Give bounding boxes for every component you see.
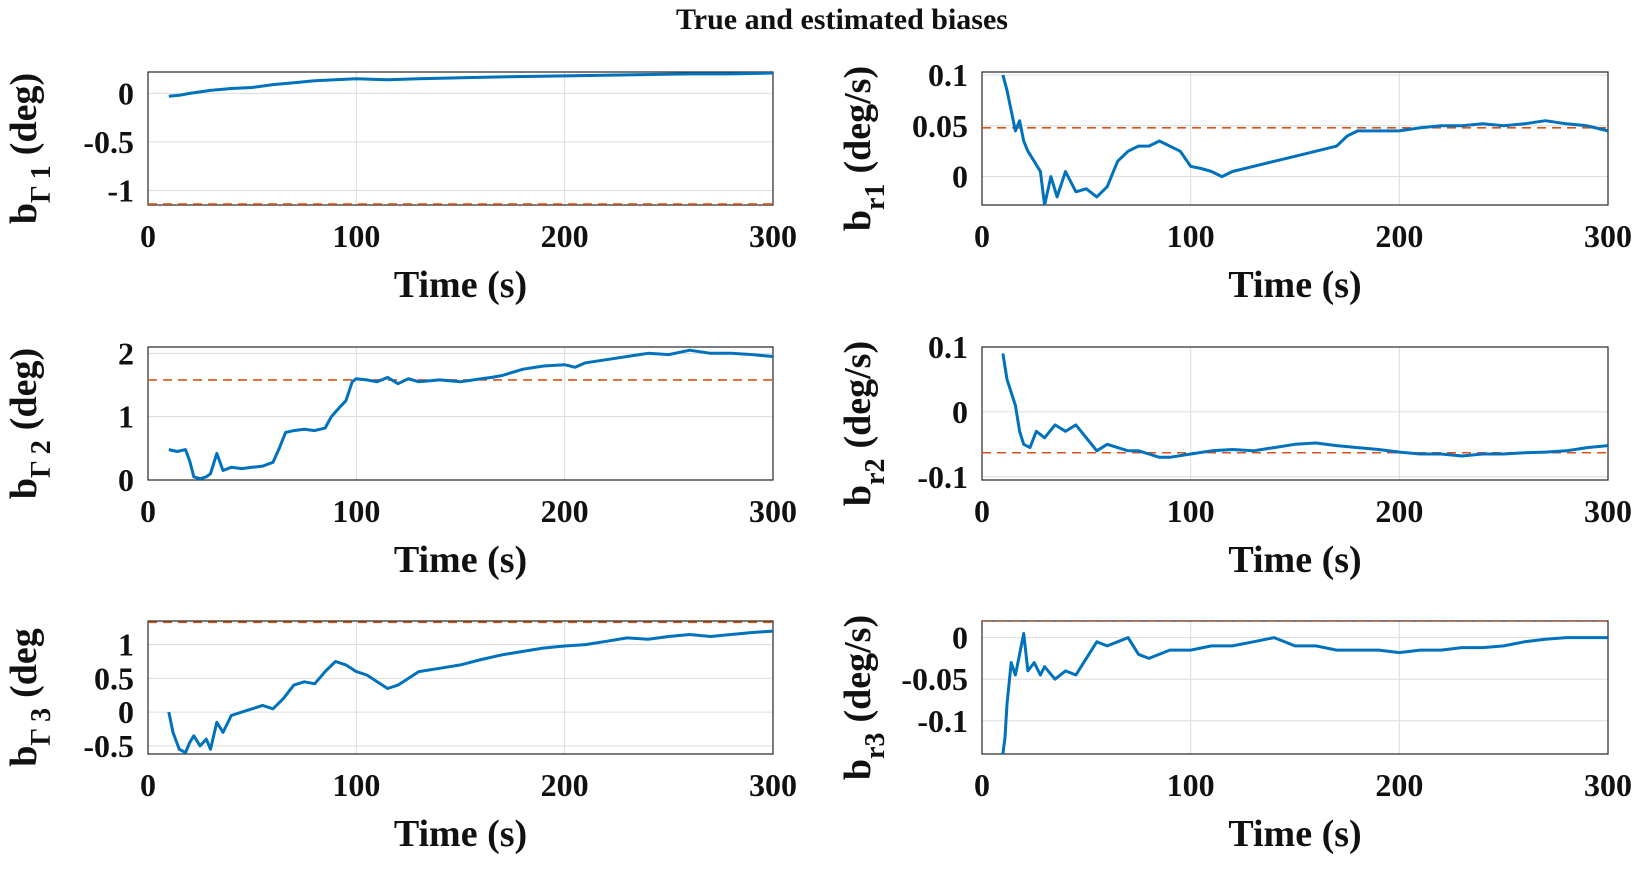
x-tick-label: 200 — [1375, 767, 1423, 803]
x-tick-label: 200 — [1375, 493, 1423, 529]
y-tick-label: 1 — [118, 399, 134, 435]
x-tick-label: 200 — [1375, 218, 1423, 254]
x-tick-label: 100 — [1167, 767, 1215, 803]
subplot-2: 0 100 200 300 0.1 0.05 0 Time (s) br1 (deg/s) — [837, 57, 1632, 306]
y-label-unit: (deg/s) — [837, 66, 879, 174]
axes-box — [981, 620, 1609, 755]
y-tick-label: 2 — [118, 335, 134, 371]
y-label-subscript: Γ 3 — [26, 708, 57, 746]
y-tick-label: -0.1 — [917, 703, 968, 739]
x-tick-label: 300 — [749, 493, 797, 529]
y-label-main: b — [3, 746, 45, 767]
subplot-6: 0 100 200 300 0 -0.05 -0.1 Time (s) br3 (deg/s) — [837, 615, 1632, 855]
y-axis-label: br2 (deg/s) — [837, 341, 891, 506]
y-axis-label: br1 (deg/s) — [837, 66, 891, 231]
axes-box — [981, 346, 1609, 481]
y-tick-label: -0.5 — [83, 728, 134, 764]
y-label-unit: (deg) — [3, 73, 45, 155]
axes-box — [147, 346, 774, 481]
x-tick-label: 300 — [749, 767, 797, 803]
estimated-bias-line — [167, 629, 773, 754]
x-tick-label: 0 — [974, 767, 990, 803]
y-tick-label: 0.5 — [94, 660, 134, 696]
y-tick-label: 0 — [118, 462, 134, 498]
x-tick-label: 100 — [332, 493, 380, 529]
y-tick-label: 0.1 — [928, 57, 968, 93]
y-label-subscript: Γ 1 — [26, 165, 57, 203]
y-label-subscript: r2 — [860, 459, 891, 485]
estimated-bias-line — [1001, 632, 1608, 754]
y-tick-label: -0.1 — [917, 459, 968, 495]
y-tick-label: -0.5 — [83, 124, 134, 160]
x-tick-label: 100 — [332, 767, 380, 803]
estimated-bias-line — [168, 348, 773, 480]
y-label-subscript: r3 — [860, 733, 891, 759]
y-label-main: b — [837, 210, 879, 231]
x-tick-label: 100 — [1167, 218, 1215, 254]
x-tick-label: 100 — [1167, 493, 1215, 529]
x-axis-label: Time (s) — [394, 813, 527, 855]
y-axis-label: bΓ 3 (deg — [3, 628, 57, 767]
x-tick-label: 300 — [749, 218, 797, 254]
y-label-unit: (deg/s) — [837, 615, 879, 723]
axes-box — [147, 71, 774, 206]
y-tick-label: 0.1 — [928, 329, 968, 365]
x-axis-label: Time (s) — [1228, 813, 1361, 855]
y-axis-label: br3 (deg/s) — [837, 615, 891, 780]
y-label-subscript: Γ 2 — [26, 440, 57, 478]
x-tick-label: 100 — [332, 218, 380, 254]
x-axis-label: Time (s) — [394, 539, 527, 581]
x-axis-label: Time (s) — [394, 264, 527, 306]
x-tick-label: 0 — [140, 493, 156, 529]
y-label-main: b — [3, 478, 45, 499]
x-tick-label: 200 — [541, 767, 589, 803]
x-tick-label: 0 — [974, 218, 990, 254]
y-label-main: b — [3, 203, 45, 224]
subplot-3: 0 100 200 300 2 1 0 Time (s) bΓ 2 (deg) — [3, 335, 797, 581]
y-tick-label: -0.05 — [901, 661, 968, 697]
x-tick-label: 200 — [541, 493, 589, 529]
y-label-unit: (deg) — [3, 348, 45, 430]
y-tick-label: 0 — [118, 75, 134, 111]
y-label-unit: (deg — [3, 628, 45, 698]
y-axis-label: bΓ 2 (deg) — [3, 348, 57, 499]
x-tick-label: 0 — [140, 218, 156, 254]
estimated-bias-line — [1001, 353, 1608, 459]
axes-box — [981, 71, 1609, 206]
y-tick-label: 0 — [952, 159, 968, 195]
x-tick-label: 200 — [541, 218, 589, 254]
y-label-unit: (deg/s) — [837, 341, 879, 449]
y-tick-label: 0 — [952, 620, 968, 656]
x-tick-label: 0 — [974, 493, 990, 529]
y-axis-label: bΓ 1 (deg) — [3, 73, 57, 224]
y-tick-label: 1 — [118, 627, 134, 663]
y-tick-label: 0.05 — [912, 108, 968, 144]
estimated-bias-line — [168, 72, 773, 98]
x-tick-label: 0 — [140, 767, 156, 803]
y-tick-label: 0 — [952, 394, 968, 430]
estimated-bias-line — [1001, 74, 1608, 205]
x-axis-label: Time (s) — [1228, 264, 1361, 306]
y-label-main: b — [837, 759, 879, 780]
y-label-subscript: r1 — [860, 184, 891, 210]
x-tick-label: 300 — [1584, 493, 1632, 529]
subplot-1: 0 100 200 300 0 -0.5 -1 Time (s) bΓ 1 (deg) — [3, 71, 797, 306]
x-tick-label: 300 — [1584, 767, 1632, 803]
figure-title: True and estimated biases — [676, 3, 1008, 36]
y-tick-label: 0 — [118, 694, 134, 730]
axes-box — [147, 620, 774, 755]
y-label-main: b — [837, 485, 879, 506]
x-tick-label: 300 — [1584, 218, 1632, 254]
y-tick-label: -1 — [107, 172, 134, 208]
x-axis-label: Time (s) — [1228, 539, 1361, 581]
